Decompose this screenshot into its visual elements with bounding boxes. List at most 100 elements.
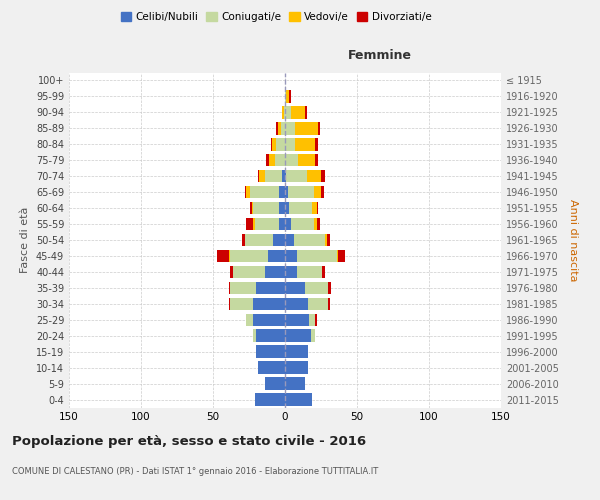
Bar <box>230 266 233 278</box>
Bar <box>285 394 313 406</box>
Bar <box>230 282 256 294</box>
Bar <box>315 154 318 166</box>
Bar <box>337 250 338 262</box>
Bar <box>291 106 305 118</box>
Bar <box>285 378 305 390</box>
Bar <box>286 170 307 182</box>
Bar <box>286 90 289 102</box>
Bar <box>285 314 310 326</box>
Bar <box>271 138 272 150</box>
Bar <box>285 330 311 342</box>
Bar <box>274 234 285 246</box>
Bar <box>293 234 325 246</box>
Bar <box>253 298 285 310</box>
Bar <box>277 122 278 134</box>
Bar <box>288 186 314 198</box>
Bar <box>285 154 298 166</box>
Bar <box>305 106 307 118</box>
Bar <box>275 154 285 166</box>
Bar <box>295 138 315 150</box>
Bar <box>250 186 279 198</box>
Bar <box>285 282 305 294</box>
Bar <box>245 234 274 246</box>
Bar <box>279 218 285 230</box>
Bar <box>272 138 277 150</box>
Bar <box>314 218 317 230</box>
Bar <box>242 234 245 246</box>
Bar <box>255 394 285 406</box>
Bar <box>256 282 285 294</box>
Bar <box>281 122 285 134</box>
Bar <box>338 250 346 262</box>
Bar <box>313 202 317 214</box>
Bar <box>296 266 322 278</box>
Bar <box>250 202 252 214</box>
Bar <box>289 202 313 214</box>
Bar <box>246 186 250 198</box>
Bar <box>259 170 265 182</box>
Bar <box>317 218 320 230</box>
Bar <box>285 266 296 278</box>
Bar <box>314 186 321 198</box>
Bar <box>285 186 288 198</box>
Text: Popolazione per età, sesso e stato civile - 2016: Popolazione per età, sesso e stato civil… <box>12 435 366 448</box>
Bar <box>311 330 315 342</box>
Bar <box>257 362 285 374</box>
Bar <box>305 282 328 294</box>
Bar <box>285 106 291 118</box>
Bar <box>282 170 285 182</box>
Bar <box>229 250 230 262</box>
Bar <box>295 122 318 134</box>
Bar <box>279 202 285 214</box>
Bar <box>285 362 308 374</box>
Bar <box>269 154 275 166</box>
Bar <box>233 266 265 278</box>
Bar <box>285 122 295 134</box>
Bar <box>285 346 308 358</box>
Bar <box>285 298 308 310</box>
Bar <box>308 298 328 310</box>
Bar <box>328 298 329 310</box>
Bar <box>296 250 337 262</box>
Bar <box>310 314 315 326</box>
Bar <box>252 202 253 214</box>
Bar <box>321 186 324 198</box>
Text: COMUNE DI CALESTANO (PR) - Dati ISTAT 1° gennaio 2016 - Elaborazione TUTTITALIA.: COMUNE DI CALESTANO (PR) - Dati ISTAT 1°… <box>12 468 378 476</box>
Bar <box>266 154 269 166</box>
Bar <box>285 170 286 182</box>
Bar <box>285 138 295 150</box>
Bar <box>229 282 230 294</box>
Bar <box>318 122 320 134</box>
Bar <box>229 298 230 310</box>
Bar <box>265 266 285 278</box>
Bar <box>321 170 325 182</box>
Bar <box>327 234 329 246</box>
Bar <box>257 170 259 182</box>
Bar <box>315 314 317 326</box>
Bar <box>246 218 253 230</box>
Bar <box>253 202 279 214</box>
Bar <box>256 346 285 358</box>
Bar <box>268 250 285 262</box>
Bar <box>282 106 284 118</box>
Bar <box>285 218 291 230</box>
Bar <box>291 218 314 230</box>
Bar <box>253 218 255 230</box>
Bar <box>278 122 281 134</box>
Bar <box>307 170 321 182</box>
Bar <box>255 218 279 230</box>
Text: Femmine: Femmine <box>348 50 412 62</box>
Y-axis label: Anni di nascita: Anni di nascita <box>568 198 578 281</box>
Bar <box>285 90 286 102</box>
Bar <box>285 250 296 262</box>
Bar <box>253 330 256 342</box>
Bar <box>246 314 253 326</box>
Bar <box>289 90 291 102</box>
Legend: Celibi/Nubili, Coniugati/e, Vedovi/e, Divorziati/e: Celibi/Nubili, Coniugati/e, Vedovi/e, Di… <box>116 8 436 26</box>
Bar <box>315 138 318 150</box>
Bar <box>285 234 293 246</box>
Bar <box>265 378 285 390</box>
Bar <box>322 266 325 278</box>
Bar <box>230 250 268 262</box>
Bar <box>265 170 282 182</box>
